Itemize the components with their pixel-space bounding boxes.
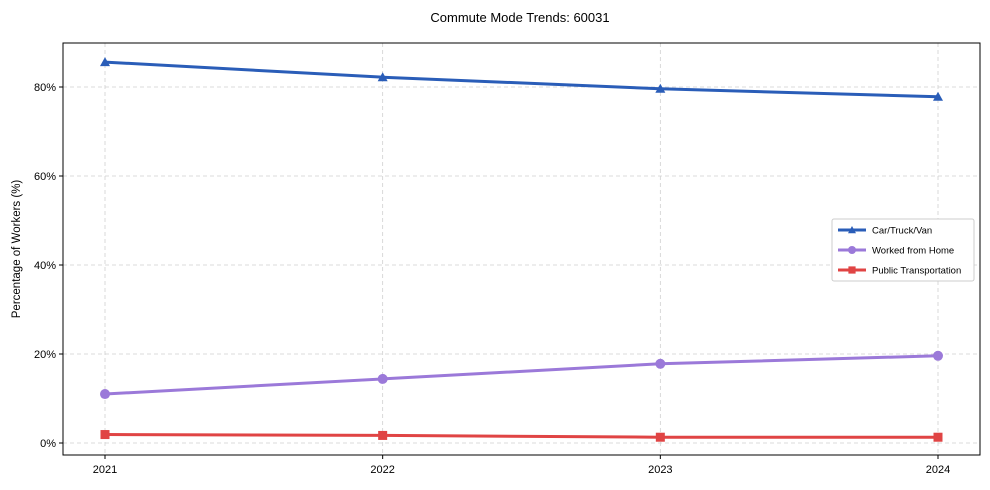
data-point-car-truck-van — [100, 57, 110, 67]
series-public-transportation — [100, 430, 943, 442]
series-line-public-transportation — [104, 433, 938, 439]
legend-label: Public Transportation — [872, 266, 961, 277]
series-car-truck-van — [100, 57, 943, 101]
series-worked-from-home — [100, 350, 943, 400]
data-point-worked-from-home — [655, 358, 666, 369]
data-point-car-truck-van — [377, 72, 388, 82]
series-line-worked-from-home — [104, 354, 939, 396]
data-point-public-transportation — [655, 432, 665, 442]
plot-frame — [62, 42, 981, 456]
x-tick-label: 2021 — [93, 464, 117, 476]
series-line-car-truck-van — [104, 60, 939, 99]
y-tick-label: 40% — [34, 260, 56, 272]
y-tick-label: 60% — [34, 171, 56, 183]
legend: Car/Truck/Van Worked from Home Public Tran… — [831, 218, 975, 282]
data-point-worked-from-home — [100, 389, 110, 400]
y-axis-label: Percentage of Workers (%) — [11, 180, 23, 319]
y-tick-label: 80% — [34, 82, 56, 94]
data-point-public-transportation — [378, 430, 388, 440]
y-tick-label: 0% — [40, 438, 56, 450]
data-point-car-truck-van — [933, 91, 943, 101]
legend-marker — [848, 246, 856, 254]
legend-label: Car/Truck/Van — [872, 226, 932, 237]
x-tick-label: 2024 — [926, 464, 950, 476]
data-point-worked-from-home — [377, 373, 388, 384]
legend-marker — [848, 266, 856, 274]
x-tick-label: 2023 — [648, 464, 672, 476]
data-point-worked-from-home — [933, 350, 943, 361]
data-point-public-transportation — [933, 432, 943, 442]
chart-title: Commute Mode Trends: 60031 — [430, 10, 609, 25]
data-point-public-transportation — [100, 430, 110, 440]
y-tick-label: 20% — [34, 349, 56, 361]
data-point-car-truck-van — [655, 83, 666, 93]
legend-marker — [848, 226, 856, 234]
legend-label: Worked from Home — [872, 246, 954, 257]
legend-box — [831, 218, 975, 282]
x-tick-label: 2022 — [370, 464, 394, 476]
